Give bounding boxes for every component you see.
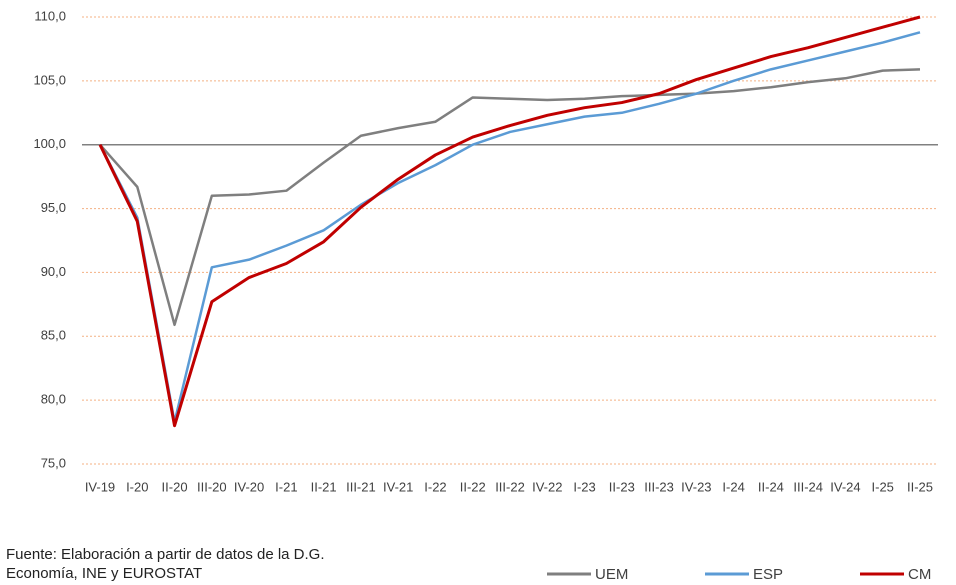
- x-tick-label: III-20: [197, 479, 227, 494]
- y-tick-label: 80,0: [41, 392, 66, 407]
- x-tick-label: IV-21: [383, 479, 413, 494]
- x-tick-label: II-24: [758, 479, 784, 494]
- series-line: [98, 15, 921, 428]
- series-line: [99, 68, 921, 327]
- series-line: [98, 31, 921, 424]
- x-tick-label: I-21: [275, 479, 297, 494]
- x-tick-label: IV-24: [830, 479, 860, 494]
- y-tick-label: 100,0: [33, 136, 66, 151]
- x-tick-label: II-23: [609, 479, 635, 494]
- x-tick-label: III-21: [346, 479, 376, 494]
- legend-label: ESP: [753, 566, 783, 583]
- x-tick-label: II-20: [162, 479, 188, 494]
- x-tick-label: I-24: [722, 479, 744, 494]
- source-line: Fuente: Elaboración a partir de datos de…: [6, 546, 325, 563]
- y-tick-label: 90,0: [41, 264, 66, 279]
- x-tick-label: IV-23: [681, 479, 711, 494]
- y-tick-label: 75,0: [41, 455, 66, 470]
- x-tick-label: I-22: [424, 479, 446, 494]
- y-tick-label: 85,0: [41, 328, 66, 343]
- legend-label: CM: [908, 566, 931, 583]
- x-tick-label: II-22: [460, 479, 486, 494]
- x-tick-label: III-22: [495, 479, 525, 494]
- y-tick-label: 95,0: [41, 200, 66, 215]
- x-tick-label: I-23: [573, 479, 595, 494]
- source-line: Economía, INE y EUROSTAT: [6, 565, 202, 582]
- x-tick-label: III-24: [793, 479, 823, 494]
- x-tick-label: II-25: [907, 479, 933, 494]
- y-tick-label: 105,0: [33, 72, 66, 87]
- x-tick-label: IV-20: [234, 479, 264, 494]
- legend-label: UEM: [595, 566, 628, 583]
- x-tick-label: IV-19: [85, 479, 115, 494]
- x-tick-label: II-21: [311, 479, 337, 494]
- x-tick-label: IV-22: [532, 479, 562, 494]
- x-tick-label: III-23: [644, 479, 674, 494]
- y-tick-label: 110,0: [34, 8, 66, 23]
- x-tick-label: I-20: [126, 479, 148, 494]
- x-tick-label: I-25: [872, 479, 894, 494]
